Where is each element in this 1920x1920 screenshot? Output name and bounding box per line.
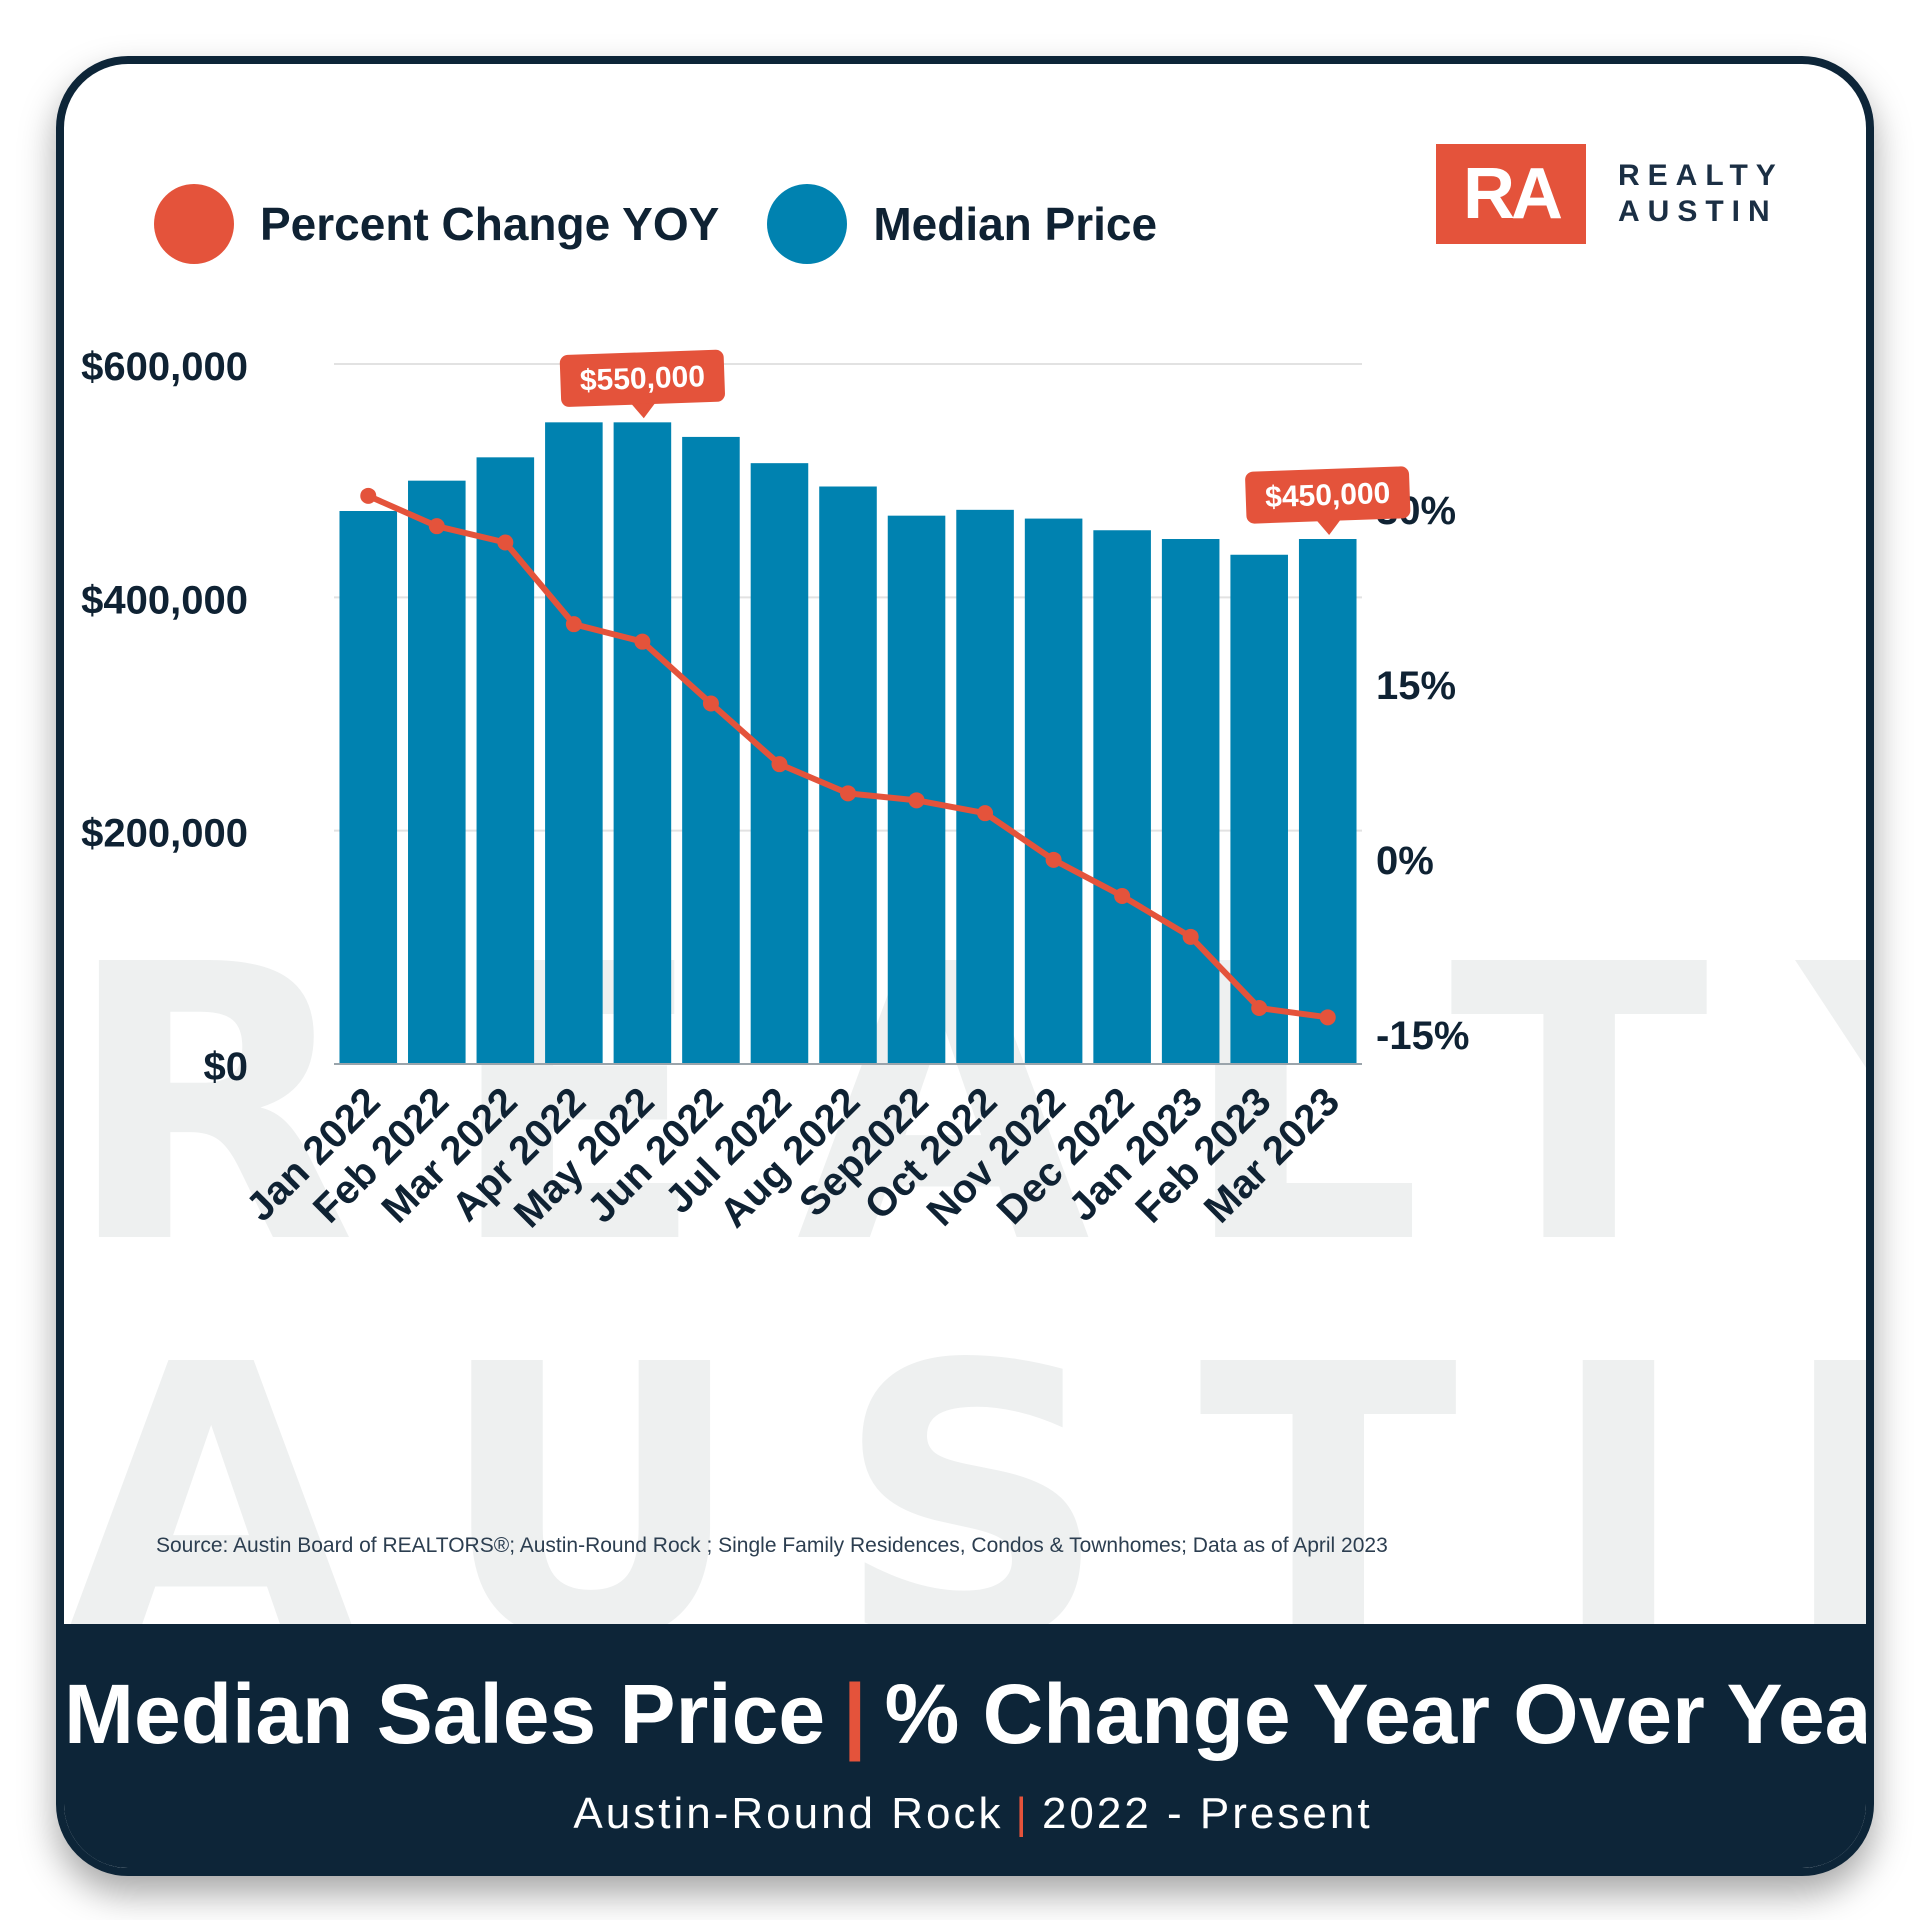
logo-wordmark: REALTY AUSTIN	[1618, 158, 1784, 230]
bar	[613, 422, 672, 1064]
callout-pointer	[1316, 519, 1341, 535]
line-point	[360, 487, 377, 504]
callout-box	[559, 349, 725, 407]
line-point	[1319, 1009, 1336, 1026]
bar	[1298, 539, 1357, 1064]
source-note: Source: Austin Board of REALTORS®; Austi…	[156, 1534, 1388, 1557]
chart-card: REALTY AUSTIN Percent Change YOY Median …	[56, 56, 1874, 1876]
logo-mark: RA	[1436, 144, 1586, 244]
legend-item-percent-change: Percent Change YOY	[154, 184, 719, 264]
callout: $550,000	[559, 349, 725, 419]
bar	[956, 509, 1014, 1064]
legend-item-median-price: Median Price	[767, 184, 1157, 264]
legend: Percent Change YOY Median Price	[154, 164, 1205, 284]
footer-subtitle: Austin-Round Rock | 2022 - Present	[64, 1789, 1866, 1839]
legend-label-percent-change: Percent Change YOY	[260, 198, 720, 250]
bar	[545, 422, 603, 1064]
line-point	[1182, 928, 1199, 945]
legend-label-median-price: Median Price	[873, 198, 1158, 250]
legend-swatch-percent-change	[154, 184, 234, 264]
bar	[1024, 518, 1083, 1064]
footer-title-left: Median Sales Price	[64, 1667, 826, 1761]
bar	[1161, 539, 1220, 1064]
footer-title: Median Sales Price |% Change Year Over Ye…	[64, 1666, 1874, 1763]
y-left-tick-label: $400,000	[81, 578, 248, 622]
legend-swatch-median-price	[767, 184, 848, 264]
line-point	[840, 785, 856, 802]
line-point	[977, 805, 994, 822]
bar	[339, 511, 398, 1064]
realty-austin-logo: RA REALTY AUSTIN	[1436, 144, 1784, 244]
callout: $450,000	[1245, 466, 1411, 535]
line-point	[1045, 851, 1062, 868]
bar	[1093, 530, 1151, 1064]
y-left-tick-label: $600,000	[81, 345, 248, 389]
line-point	[497, 534, 514, 551]
callout-label: $450,000	[1265, 477, 1391, 514]
line-point	[771, 756, 788, 773]
footer-title-separator: |	[843, 1667, 867, 1761]
line-point	[702, 695, 719, 712]
bar	[1230, 554, 1288, 1064]
y-right-tick-label: 0%	[1376, 839, 1434, 883]
line-point	[565, 616, 582, 633]
footer-subtitle-separator: |	[1015, 1789, 1030, 1838]
line-point	[428, 518, 445, 535]
y-left-tick-label: $200,000	[81, 812, 248, 856]
line-point	[908, 792, 925, 809]
callout-box	[1245, 466, 1411, 524]
combo-chart: $0$200,000$400,000$600,000-15%0%15%30%Ja…	[81, 345, 1469, 1236]
line-point	[1114, 888, 1131, 904]
y-right-tick-label: -15%	[1376, 1014, 1469, 1058]
footer-banner: Median Sales Price |% Change Year Over Ye…	[64, 1624, 1874, 1868]
bar	[887, 515, 946, 1064]
line-point	[634, 633, 651, 650]
bar	[819, 486, 877, 1064]
logo-word-austin: AUSTIN	[1618, 195, 1778, 228]
y-left-tick-label: $0	[204, 1045, 249, 1089]
logo-word-realty: REALTY	[1618, 159, 1784, 192]
bar	[476, 457, 535, 1064]
footer-title-right: % Change Year Over Year	[884, 1667, 1874, 1761]
bar	[408, 480, 466, 1065]
footer-subtitle-left: Austin-Round Rock	[573, 1789, 1004, 1838]
callout-label: $550,000	[579, 360, 705, 397]
footer-subtitle-right: 2022 - Present	[1041, 1789, 1373, 1838]
line-point	[1251, 1000, 1268, 1016]
y-right-tick-label: 15%	[1376, 664, 1456, 708]
bar	[682, 436, 740, 1065]
callout-pointer	[631, 402, 656, 419]
